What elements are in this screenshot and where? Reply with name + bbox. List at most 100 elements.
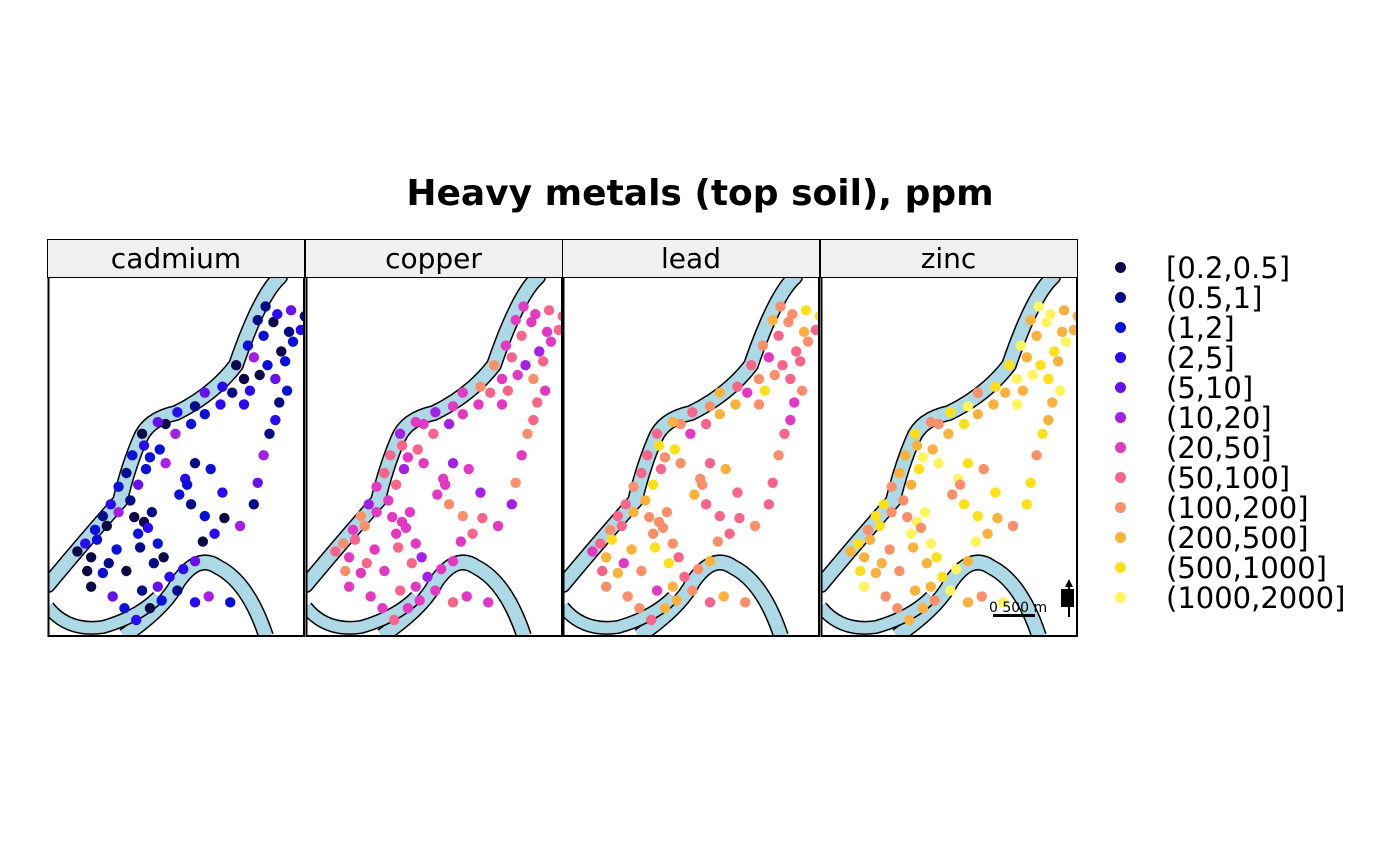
sample-point: [950, 563, 961, 575]
sample-point: [417, 458, 429, 469]
sample-point: [913, 463, 924, 475]
sample-point: [131, 614, 142, 626]
sample-point: [217, 487, 228, 498]
sample-point: [972, 510, 983, 522]
sample-point: [972, 409, 983, 420]
sample-point: [785, 414, 796, 426]
sample-point: [802, 336, 814, 347]
sample-point: [785, 373, 796, 385]
sample-point: [89, 524, 101, 536]
sample-point: [783, 316, 794, 328]
sample-point: [181, 479, 193, 490]
sample-point: [977, 463, 989, 475]
legend-label: (100,200]: [1166, 491, 1309, 525]
sample-point: [1021, 499, 1032, 510]
sample-point: [620, 499, 631, 510]
sample-point: [1036, 428, 1048, 439]
sample-point: [412, 444, 423, 455]
sample-point: [376, 603, 388, 614]
sample-point: [363, 499, 374, 510]
sample-point: [720, 463, 731, 475]
sample-point: [466, 528, 478, 539]
sample-point: [810, 324, 819, 336]
legend-item: (50,100]: [1110, 462, 1390, 494]
sample-point: [976, 591, 987, 602]
sample-point: [972, 387, 983, 398]
sample-point: [392, 542, 403, 553]
legend: [0.2,0.5] (0.5,1] (1,2] (2,5] (5,10] (10,20](…: [1110, 252, 1390, 614]
sample-point: [174, 489, 185, 500]
sample-point: [612, 510, 624, 522]
sample-point: [557, 311, 562, 322]
sample-point: [852, 538, 863, 549]
sample-point: [421, 571, 433, 583]
legend-swatch: [1115, 532, 1126, 543]
sample-point: [767, 477, 778, 488]
sample-point: [618, 557, 629, 569]
panel-strip-label: copper: [304, 239, 563, 278]
sample-point: [858, 552, 869, 563]
sample-point: [1034, 360, 1046, 371]
legend-item: (5,10]: [1110, 372, 1390, 404]
sample-point: [667, 416, 678, 428]
sample-point: [919, 507, 930, 518]
sample-point: [347, 524, 358, 536]
sample-point: [595, 538, 606, 549]
sample-point: [510, 314, 521, 326]
sample-point: [355, 567, 366, 579]
sample-point: [628, 507, 639, 518]
legend-item: (2,5]: [1110, 342, 1390, 374]
sample-point: [714, 409, 725, 420]
sample-point: [154, 444, 165, 455]
sample-point: [274, 397, 285, 408]
sample-point: [915, 522, 926, 534]
sample-point: [343, 552, 354, 563]
sample-point: [954, 479, 965, 490]
sample-point: [457, 387, 468, 398]
sample-point: [704, 401, 716, 412]
sample-point: [704, 597, 716, 608]
sample-point: [791, 346, 802, 357]
river-meander: [635, 556, 788, 636]
sample-point: [238, 399, 250, 410]
sample-point: [897, 495, 909, 506]
sample-point: [230, 360, 242, 371]
sample-point: [893, 565, 905, 577]
sample-point: [368, 544, 380, 555]
sample-point: [492, 520, 503, 532]
sample-point: [127, 450, 138, 461]
sample-point: [447, 458, 458, 469]
sample-point: [669, 444, 680, 455]
panel-strip-label: cadmium: [47, 239, 305, 278]
sample-point: [415, 552, 427, 563]
legend-item: [0.2,0.5]: [1110, 252, 1390, 284]
sample-point: [337, 538, 348, 549]
sample-point: [704, 556, 716, 567]
sample-point: [189, 458, 201, 469]
sample-point: [482, 597, 493, 608]
sample-point: [921, 557, 932, 569]
sample-point: [525, 316, 537, 328]
sample-point: [156, 595, 167, 606]
sample-point: [999, 387, 1010, 398]
legend-swatch: [1115, 442, 1126, 453]
sample-point: [511, 369, 523, 381]
panel-zinc: zinc 0 500 m: [819, 239, 1078, 638]
sample-point: [164, 571, 175, 583]
panel-frame: [305, 277, 563, 637]
sample-point: [107, 591, 118, 602]
sample-point: [427, 428, 439, 439]
sample-point: [502, 385, 513, 396]
sample-point: [152, 416, 163, 428]
sample-point: [386, 511, 397, 523]
sample-point: [901, 511, 912, 523]
sample-point: [515, 450, 527, 461]
sample-point: [429, 407, 441, 418]
sample-point: [388, 614, 399, 626]
sample-point: [262, 360, 273, 371]
sample-point: [178, 563, 189, 575]
legend-item: (0.5,1]: [1110, 282, 1390, 314]
sample-point: [390, 479, 401, 490]
sample-point: [970, 536, 981, 547]
sample-point: [134, 542, 146, 553]
